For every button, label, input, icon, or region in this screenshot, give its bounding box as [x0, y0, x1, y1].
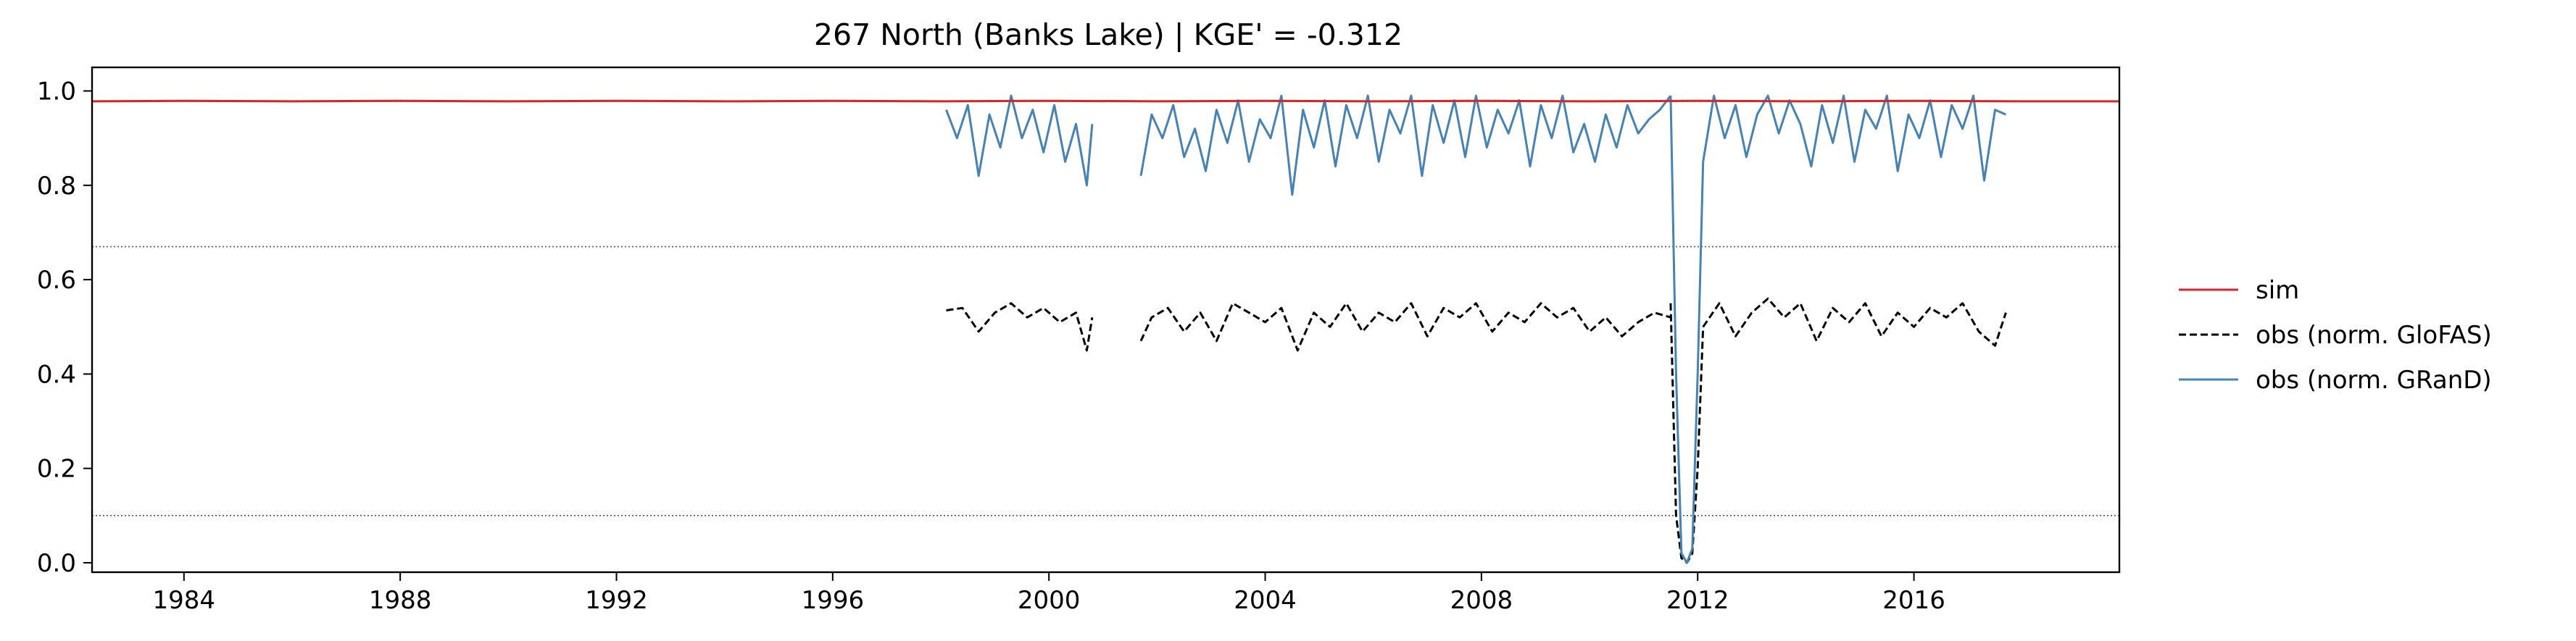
- series-line-glofas: [1139, 302, 1671, 352]
- plot-frame: [91, 66, 2121, 574]
- legend-label: sim: [2256, 276, 2299, 305]
- x-tick-label: 2012: [1666, 586, 1729, 615]
- x-tick-label: 2016: [1882, 586, 1945, 615]
- legend-label: obs (norm. GloFAS): [2256, 321, 2492, 350]
- series-line-grand: [1139, 94, 1672, 196]
- series-line-grand: [945, 94, 1094, 187]
- x-tick-label: 2004: [1234, 586, 1297, 615]
- series-line-grand: [1702, 94, 2006, 182]
- x-axis: 1984 1988 1992 1996 2000 2004 2008 2012 2016: [153, 572, 1945, 615]
- x-tick-label: 1992: [585, 586, 648, 615]
- y-tick-label: 0.6: [37, 266, 76, 295]
- y-tick-label: 0.8: [37, 172, 76, 201]
- y-tick-label: 1.0: [37, 77, 76, 106]
- x-tick-label: 2000: [1018, 586, 1081, 615]
- series-line-glofas: [946, 302, 1094, 352]
- series-line-grand: [1669, 96, 1705, 564]
- x-tick-label: 1984: [153, 586, 216, 615]
- legend: sim obs (norm. GloFAS) obs (norm. GRanD): [2179, 276, 2492, 395]
- y-tick-label: 0.0: [37, 549, 76, 578]
- x-tick-label: 2008: [1450, 586, 1513, 615]
- series-line-glofas: [1702, 297, 2007, 347]
- y-axis: 0.0 0.2 0.4 0.6 0.8 1.0: [37, 77, 92, 578]
- legend-label: obs (norm. GRanD): [2256, 366, 2492, 395]
- y-tick-label: 0.4: [37, 360, 76, 389]
- x-tick-label: 1988: [369, 586, 432, 615]
- y-tick-label: 0.2: [37, 455, 76, 484]
- chart-title: 267 North (Banks Lake) | KGE' = -0.312: [814, 17, 1403, 52]
- series-layer: [91, 94, 2119, 564]
- x-tick-label: 1996: [802, 586, 865, 615]
